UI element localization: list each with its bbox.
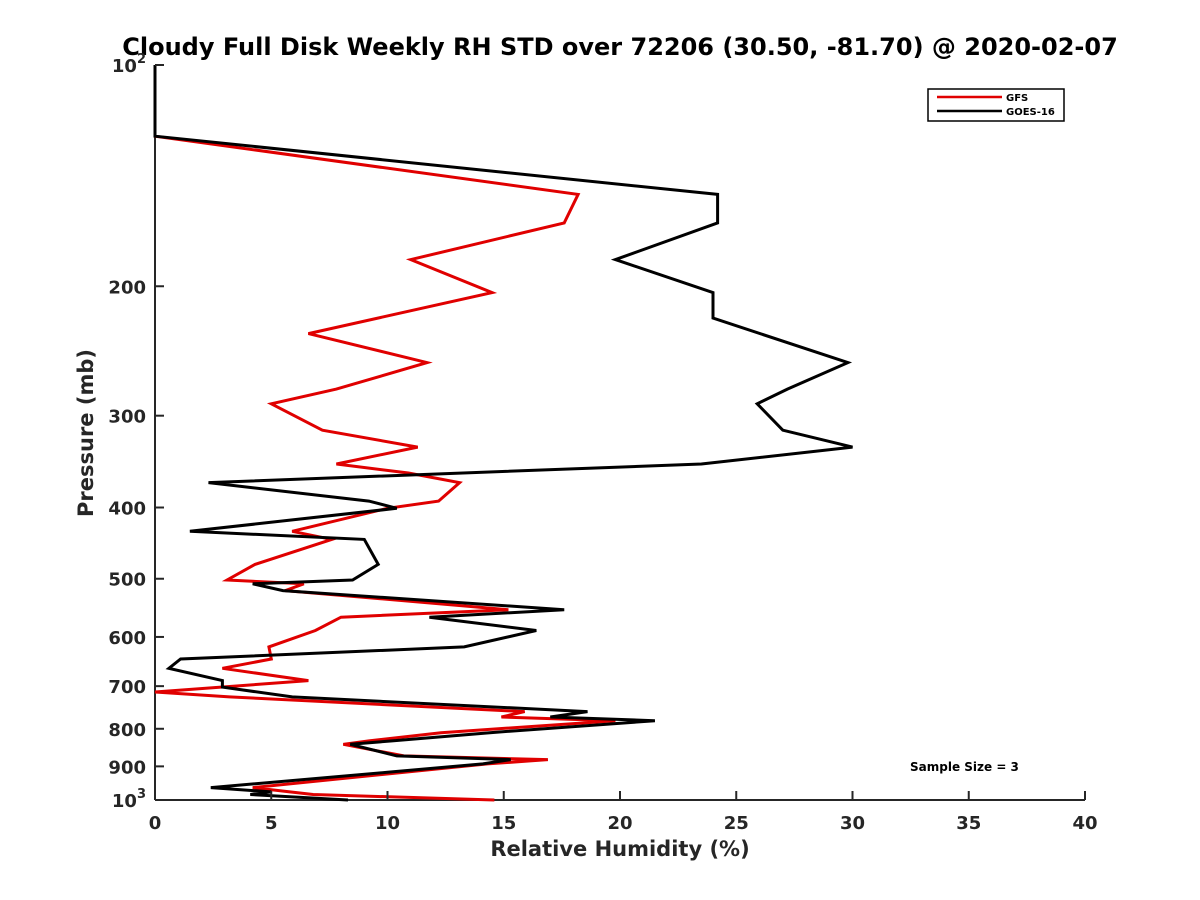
x-tick-label: 30: [840, 813, 865, 834]
y-tick-layer: 102 200 300 400 500 600 700 800 900 103: [108, 52, 164, 812]
x-tick-label: 15: [491, 813, 516, 834]
plot-area: 0 5 10 15 20 25 30 35 40 102 200 300 400 500 600 700 80…: [108, 52, 1097, 834]
y-axis-label: Pressure (mb): [74, 349, 98, 517]
y-tick-label: 800: [108, 720, 146, 741]
y-tick-label: 103: [112, 787, 146, 812]
y-tick-label: 400: [108, 499, 146, 520]
sample-size-annotation: Sample Size = 3: [910, 760, 1019, 774]
chart-title: Cloudy Full Disk Weekly RH STD over 7220…: [122, 33, 1118, 61]
x-tick-label: 35: [956, 813, 981, 834]
x-tick-label: 10: [375, 813, 400, 834]
x-tick-label: 5: [265, 813, 278, 834]
legend-label-gfs: GFS: [1006, 93, 1028, 104]
y-tick-label: 900: [108, 757, 146, 778]
x-tick-label: 0: [149, 813, 162, 834]
series-layer: [153, 65, 853, 802]
legend: GFS GOES-16: [927, 88, 1065, 122]
y-tick-label: 500: [108, 570, 146, 591]
y-tick-label: 102: [112, 52, 146, 77]
x-tick-label: 40: [1072, 813, 1097, 834]
y-tick-label: 700: [108, 677, 146, 698]
x-tick-label: 25: [724, 813, 749, 834]
legend-box: [927, 88, 1065, 122]
y-tick-label: 300: [108, 407, 146, 428]
x-tick-label: 20: [607, 813, 632, 834]
y-tick-label: 200: [108, 277, 146, 298]
legend-label-goes16: GOES-16: [1006, 107, 1055, 118]
x-tick-layer: 0 5 10 15 20 25 30 35 40: [149, 791, 1098, 834]
y-tick-label: 600: [108, 628, 146, 649]
x-axis-label: Relative Humidity (%): [490, 837, 749, 861]
series-line-goes-16: [153, 65, 853, 802]
